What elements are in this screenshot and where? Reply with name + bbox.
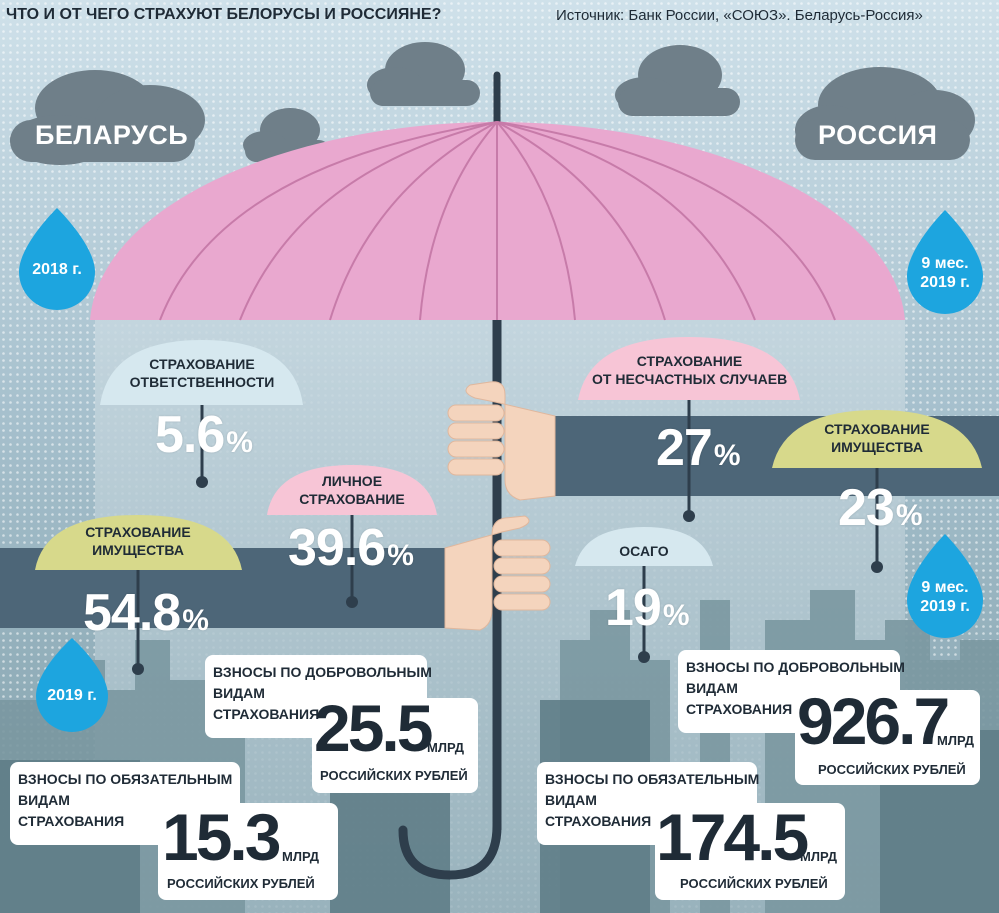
value-property-by: 54.8% (83, 583, 209, 643)
period-belarus-2019: 2019 г. (47, 687, 97, 704)
page-title: ЧТО И ОТ ЧЕГО СТРАХУЮТ БЕЛОРУСЫ И РОССИЯ… (6, 6, 442, 23)
box-label-line: ВЗНОСЫ ПО ДОБРОВОЛЬНЫМ (213, 664, 432, 680)
box-label-line: СТРАХОВАНИЯ (213, 706, 320, 722)
small-umbrella-osago (575, 527, 713, 663)
small-umbrella-accident (578, 337, 800, 522)
value-number: 54.8 (83, 584, 181, 642)
period-russia-top: 9 мес. 2019 г. (907, 254, 983, 292)
ru-voluntary-label: ВЗНОСЫ ПО ДОБРОВОЛЬНЫМ ВИДАМ СТРАХОВАНИЯ (686, 657, 905, 720)
item-label-line: ИМУЩЕСТВА (831, 439, 923, 455)
value-unit: % (387, 539, 414, 572)
small-umbrella-property-by (35, 515, 242, 675)
by-mandatory-unit2: РОССИЙСКИХ РУБЛЕЙ (167, 876, 315, 891)
value-unit: % (895, 499, 923, 532)
umbrella-handle (398, 821, 502, 880)
item-label-line: СТРАХОВАНИЕ (299, 491, 405, 507)
item-label-personal: ЛИЧНОЕ СТРАХОВАНИЕ (272, 472, 432, 508)
value-liability: 5.6% (155, 405, 253, 465)
small-umbrella-property-ru (772, 410, 982, 573)
ru-voluntary-unit1: МЛРД (937, 733, 975, 748)
value-number: 27 (656, 419, 713, 477)
value-unit: % (226, 426, 253, 459)
value-unit: % (182, 604, 209, 637)
box-label-line: ВИДАМ (18, 792, 70, 808)
box-label-line: ВИДАМ (545, 792, 597, 808)
by-voluntary-label: ВЗНОСЫ ПО ДОБРОВОЛЬНЫМ ВИДАМ СТРАХОВАНИЯ (213, 662, 432, 725)
item-label-line: ОТ НЕСЧАСТНЫХ СЛУЧАЕВ (592, 371, 788, 387)
hand-icon (447, 381, 556, 501)
value-number: 39.6 (288, 519, 386, 577)
ru-mandatory-label: ВЗНОСЫ ПО ОБЯЗАТЕЛЬНЫМ ВИДАМ СТРАХОВАНИЯ (545, 769, 759, 832)
small-umbrella-liability (100, 340, 303, 488)
ru-mandatory-unit2: РОССИЙСКИХ РУБЛЕЙ (680, 876, 828, 891)
period-russia-bottom-line1: 9 мес. (921, 579, 969, 596)
by-mandatory-unit1: МЛРД (282, 849, 320, 864)
item-label-line: СТРАХОВАНИЕ (149, 356, 255, 372)
box-label-line: ВЗНОСЫ ПО ДОБРОВОЛЬНЫМ (686, 659, 905, 675)
value-unit: % (713, 439, 741, 472)
box-label-line: ВЗНОСЫ ПО ОБЯЗАТЕЛЬНЫМ (545, 771, 760, 787)
item-label-osago: ОСАГО (619, 543, 669, 559)
country-belarus: БЕЛАРУСЬ (35, 120, 189, 150)
item-label-line: ЛИЧНОЕ (321, 473, 383, 489)
box-label-line: СТРАХОВАНИЯ (18, 813, 125, 829)
by-voluntary-value: 25.5 (314, 691, 433, 765)
by-voluntary-unit1: МЛРД (427, 740, 465, 755)
item-label-line: СТРАХОВАНИЕ (85, 524, 191, 540)
value-number: 23 (838, 479, 895, 537)
umbrella-icon (90, 71, 905, 321)
item-label-line: СТРАХОВАНИЕ (824, 421, 930, 437)
value-unit: % (662, 599, 690, 632)
value-osago: 19% (605, 578, 690, 638)
period-russia-bottom: 9 мес. 2019 г. (907, 578, 983, 616)
item-label-property-by: СТРАХОВАНИЕ ИМУЩЕСТВА (48, 523, 228, 559)
value-personal: 39.6% (288, 518, 414, 578)
by-mandatory-value: 15.3 (162, 800, 281, 874)
value-accident: 27% (656, 418, 741, 478)
period-russia-top-line1: 9 мес. (921, 255, 969, 272)
ru-mandatory-unit1: МЛРД (800, 849, 838, 864)
item-label-liability: СТРАХОВАНИЕ ОТВЕТСТВЕННОСТИ (112, 355, 292, 391)
period-russia-bottom-line2: 2019 г. (920, 598, 970, 615)
ru-voluntary-value: 926.7 (797, 684, 950, 758)
item-label-property-ru: СТРАХОВАНИЕ ИМУЩЕСТВА (787, 420, 967, 456)
drop-icon (19, 208, 983, 732)
country-russia: РОССИЯ (818, 120, 938, 150)
value-property-ru: 23% (838, 478, 923, 538)
item-label-accident: СТРАХОВАНИЕ ОТ НЕСЧАСТНЫХ СЛУЧАЕВ (592, 352, 787, 388)
cloud-icon (10, 70, 205, 165)
ru-voluntary-unit2: РОССИЙСКИХ РУБЛЕЙ (818, 762, 966, 777)
box-label-line: СТРАХОВАНИЯ (545, 813, 652, 829)
box-label-line: СТРАХОВАНИЯ (686, 701, 793, 717)
value-number: 19 (605, 579, 662, 637)
source-note: Источник: Банк России, «СОЮЗ». Беларусь-… (556, 7, 923, 24)
item-label-line: СТРАХОВАНИЕ (636, 353, 743, 369)
value-number: 5.6 (155, 406, 225, 464)
period-belarus-2018: 2018 г. (32, 261, 82, 278)
box-label-line: ВИДАМ (686, 680, 738, 696)
by-voluntary-unit2: РОССИЙСКИХ РУБЛЕЙ (320, 768, 468, 783)
box-label-line: ВИДАМ (213, 685, 265, 701)
item-label-line: ИМУЩЕСТВА (92, 542, 184, 558)
period-russia-top-line2: 2019 г. (920, 274, 970, 291)
box-label-line: ВЗНОСЫ ПО ОБЯЗАТЕЛЬНЫМ (18, 771, 233, 787)
ru-mandatory-value: 174.5 (656, 800, 809, 874)
small-umbrella-personal (267, 465, 437, 608)
item-label-line: ОТВЕТСТВЕННОСТИ (129, 374, 275, 390)
by-mandatory-label: ВЗНОСЫ ПО ОБЯЗАТЕЛЬНЫМ ВИДАМ СТРАХОВАНИЯ (18, 769, 232, 832)
